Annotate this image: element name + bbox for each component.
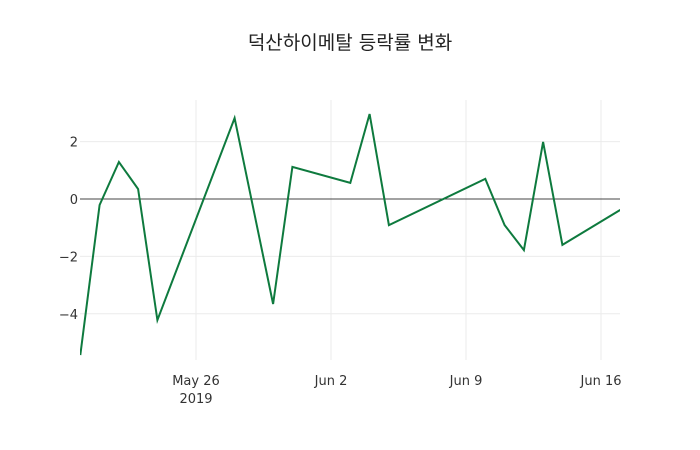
y-tick-label: 2 — [70, 136, 78, 151]
y-tick-label: 0 — [70, 193, 78, 208]
y-tick-label: −4 — [59, 308, 78, 323]
y-tick-label: −2 — [59, 250, 78, 265]
x-tick-label: May 26 — [172, 374, 220, 389]
x-tick-label: Jun 2 — [314, 374, 348, 389]
x-tick-label: Jun 16 — [580, 374, 622, 389]
x-tick-label: Jun 9 — [449, 374, 483, 389]
x-axis: May 26 2019 Jun 2 Jun 9 Jun 16 — [172, 374, 621, 407]
gridlines — [80, 100, 620, 360]
y-axis: 2 0 −2 −4 — [59, 136, 78, 323]
series-line — [80, 113, 620, 356]
chart-title: 덕산하이메탈 등락률 변화 — [247, 32, 453, 54]
x-tick-sublabel: 2019 — [179, 392, 212, 407]
